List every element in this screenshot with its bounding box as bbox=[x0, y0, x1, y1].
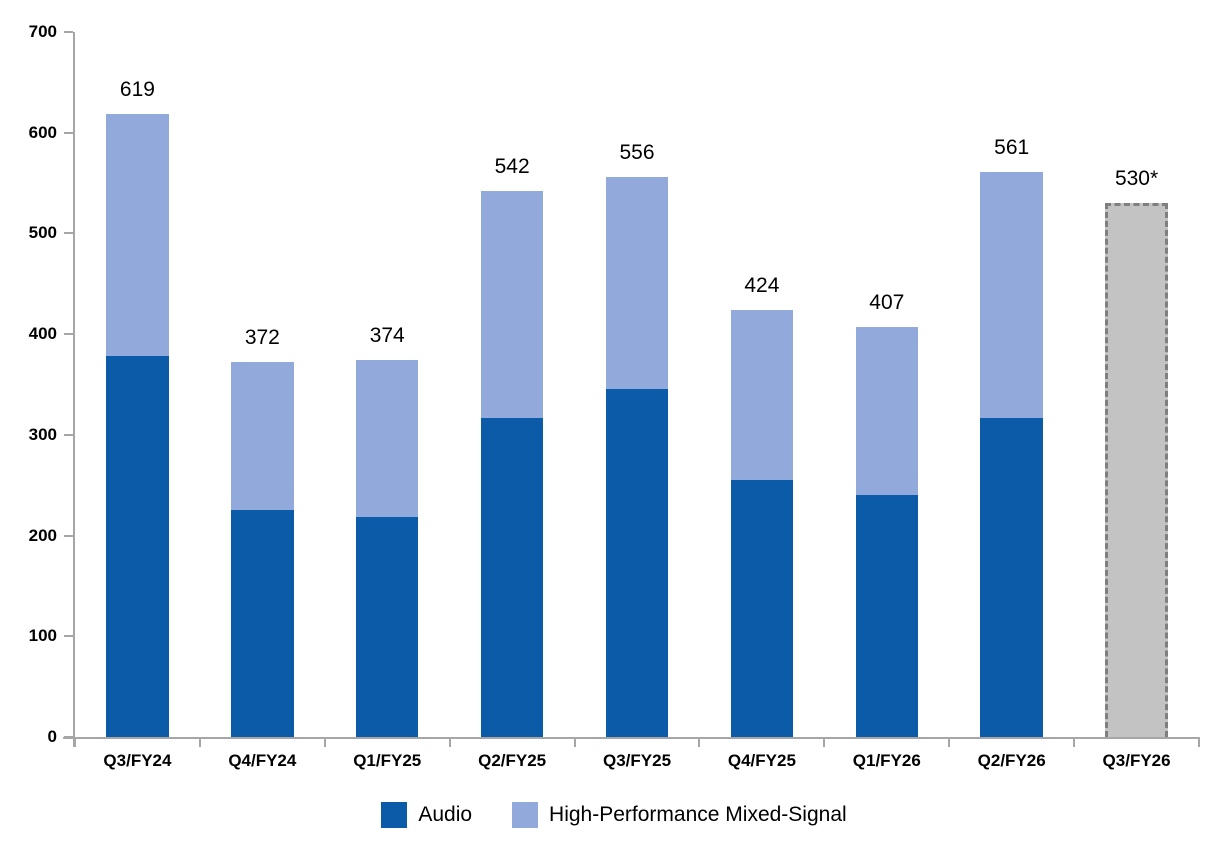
y-axis-tick-label: 700 bbox=[28, 22, 57, 41]
y-axis-tick bbox=[64, 635, 73, 638]
y-axis-tick bbox=[64, 333, 73, 336]
x-axis-tick bbox=[323, 737, 326, 747]
bar-stack bbox=[605, 32, 669, 737]
bar-slots: 619 372 374 542 556 424 407 561 530* bbox=[75, 32, 1199, 737]
bar-segment-hpms bbox=[480, 191, 544, 418]
bar-segment-hpms bbox=[605, 177, 669, 389]
x-axis-tick bbox=[823, 737, 826, 747]
bar-stack bbox=[855, 32, 918, 737]
x-axis-tick bbox=[948, 737, 951, 747]
bar-segment-hpms bbox=[106, 113, 169, 357]
legend-swatch-icon bbox=[512, 802, 539, 828]
bar-segment-audio bbox=[106, 356, 169, 737]
x-axis-tick bbox=[74, 737, 76, 747]
x-axis-label: Q2/FY25 bbox=[478, 751, 547, 770]
bar-total-label: 542 bbox=[494, 155, 530, 179]
bar-slot-q4-fy24: 372 bbox=[200, 32, 325, 737]
legend-label: High-Performance Mixed-Signal bbox=[549, 803, 847, 826]
x-axis-line bbox=[63, 737, 1199, 739]
plot-area: 619 372 374 542 556 424 407 561 530* 0 100 200 300 4… bbox=[29, 22, 1200, 747]
x-axis-label: Q3/FY25 bbox=[602, 751, 672, 770]
bar-segment-audio bbox=[730, 480, 794, 737]
bar-total-label: 424 bbox=[744, 273, 780, 297]
y-axis-tick-label: 400 bbox=[28, 324, 57, 344]
x-axis-label: Q1/FY25 bbox=[353, 751, 422, 770]
y-axis-tick-label: 300 bbox=[28, 424, 57, 444]
bar-segment-audio bbox=[855, 495, 918, 737]
bar-slot-q1-fy26: 407 bbox=[824, 32, 949, 737]
y-axis-tick bbox=[64, 232, 73, 235]
bar-stack bbox=[106, 32, 169, 737]
x-axis-tick bbox=[698, 737, 701, 747]
bar-slot-q3-fy24: 619 bbox=[75, 32, 200, 737]
bar-segment-forecast bbox=[1105, 203, 1168, 737]
x-axis-tick bbox=[573, 737, 576, 747]
y-axis-line bbox=[73, 32, 75, 747]
x-axis-label: Q2/FY26 bbox=[977, 751, 1046, 770]
bar-stack bbox=[980, 32, 1043, 737]
y-axis-tick bbox=[64, 534, 73, 537]
y-axis-tick bbox=[64, 31, 73, 33]
x-axis-label: Q4/FY24 bbox=[228, 751, 297, 770]
x-axis-tick bbox=[1073, 737, 1076, 747]
bar-slot-q3-fy25: 556 bbox=[575, 32, 700, 737]
bar-segment-audio bbox=[980, 417, 1043, 737]
bar-segment-audio bbox=[480, 417, 544, 737]
bar-segment-audio bbox=[231, 510, 294, 737]
x-axis-label: Q4/FY25 bbox=[727, 751, 796, 770]
bar-slot-q2-fy26: 561 bbox=[949, 32, 1074, 737]
y-axis-tick bbox=[64, 736, 73, 738]
bar-total-label: 530* bbox=[1114, 167, 1159, 191]
y-axis-tick-label: 200 bbox=[28, 525, 57, 545]
y-axis-tick bbox=[64, 433, 73, 436]
bar-segment-hpms bbox=[980, 172, 1043, 418]
bar-segment-hpms bbox=[231, 362, 294, 511]
bar-total-label: 407 bbox=[869, 291, 905, 315]
x-axis-tick bbox=[448, 737, 451, 747]
y-axis-tick-label: 0 bbox=[47, 727, 57, 746]
legend-label: Audio bbox=[418, 803, 473, 826]
bar-stack bbox=[356, 32, 419, 737]
x-axis-label: Q1/FY26 bbox=[852, 751, 921, 770]
bar-total-label: 556 bbox=[619, 141, 655, 165]
bar-segment-hpms bbox=[730, 309, 794, 481]
bar-segment-audio bbox=[605, 388, 669, 737]
bar-slot-q1-fy25: 374 bbox=[325, 32, 450, 737]
bar-segment-hpms bbox=[855, 327, 918, 496]
bar-stack bbox=[730, 32, 794, 737]
bar-slot-q2-fy25: 542 bbox=[450, 32, 575, 737]
bar-segment-hpms bbox=[356, 360, 419, 518]
legend-item: High-Performance Mixed-Signal bbox=[512, 802, 847, 828]
legend-swatch-icon bbox=[381, 802, 408, 828]
bar-total-label: 561 bbox=[994, 136, 1030, 159]
y-axis-tick-label: 100 bbox=[28, 626, 57, 646]
bar-slot-q3-fy26: 530* bbox=[1074, 32, 1199, 737]
bar-slot-q4-fy25: 424 bbox=[699, 32, 824, 737]
bar-total-label: 372 bbox=[244, 326, 280, 350]
bar-stack bbox=[1105, 32, 1168, 737]
y-axis-tick bbox=[64, 131, 73, 134]
bar-segment-audio bbox=[356, 517, 419, 737]
x-axis-label: Q3/FY26 bbox=[1102, 751, 1171, 770]
x-axis-label: Q3/FY24 bbox=[103, 751, 172, 770]
bar-total-label: 619 bbox=[119, 77, 155, 101]
y-axis-tick-label: 500 bbox=[28, 223, 57, 243]
bar-stack bbox=[480, 32, 544, 737]
x-axis-tick bbox=[198, 737, 201, 747]
legend-item: Audio bbox=[381, 802, 472, 828]
legend: Audio High-Performance Mixed-Signal bbox=[0, 802, 1228, 828]
y-axis-tick-label: 600 bbox=[28, 122, 57, 142]
bar-total-label: 374 bbox=[369, 324, 405, 348]
bar-stack bbox=[231, 32, 294, 737]
x-axis-labels: Q3/FY24 Q4/FY24 Q1/FY25 Q2/FY25 Q3/FY25 Q4/FY… bbox=[75, 749, 1199, 773]
x-axis-tick bbox=[1198, 737, 1200, 747]
